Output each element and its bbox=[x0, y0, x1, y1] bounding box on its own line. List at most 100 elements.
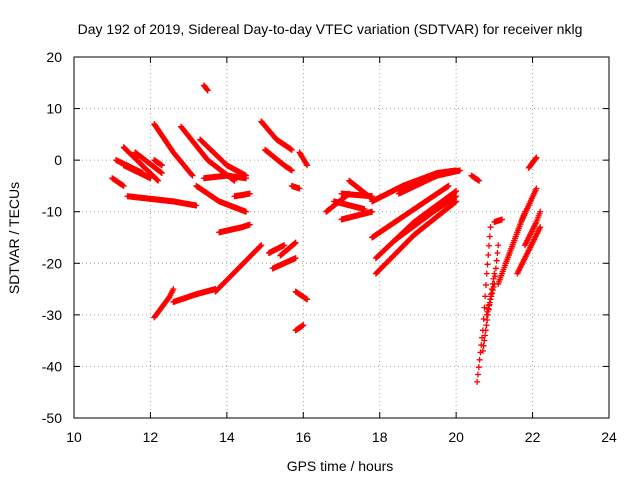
x-tick-label: 16 bbox=[295, 429, 311, 445]
series-arc-48 bbox=[491, 216, 505, 226]
data-point bbox=[258, 242, 265, 249]
data-point bbox=[533, 185, 540, 192]
series-arc-24 bbox=[292, 288, 311, 303]
data-point bbox=[537, 224, 544, 231]
series-arc-37 bbox=[372, 198, 460, 277]
data-point bbox=[492, 273, 499, 280]
data-point bbox=[487, 224, 494, 231]
data-point bbox=[492, 265, 499, 272]
x-axis-title: GPS time / hours bbox=[287, 458, 394, 474]
series-arc-22 bbox=[269, 255, 299, 272]
data-point bbox=[158, 162, 165, 169]
series-arc-47 bbox=[525, 154, 540, 171]
data-point bbox=[489, 287, 496, 294]
data-point bbox=[476, 177, 483, 184]
data-point bbox=[482, 327, 489, 334]
series-arc-03 bbox=[120, 144, 162, 184]
series-arc-13 bbox=[231, 190, 253, 200]
data-point bbox=[304, 162, 311, 169]
data-point bbox=[296, 185, 303, 192]
series-arc-30 bbox=[338, 190, 376, 200]
series-arc-44 bbox=[502, 185, 540, 267]
chart-title: Day 192 of 2019, Sidereal Day-to-day VTE… bbox=[78, 21, 583, 37]
data-point bbox=[486, 302, 493, 309]
series-arc-16 bbox=[151, 286, 177, 321]
data-point bbox=[532, 155, 539, 162]
data-point bbox=[453, 188, 460, 195]
series-arc-23 bbox=[277, 239, 299, 259]
data-point bbox=[300, 322, 307, 329]
data-point bbox=[484, 308, 491, 315]
data-point bbox=[188, 171, 195, 178]
series-arc-45 bbox=[514, 224, 544, 277]
data-point bbox=[533, 154, 540, 161]
x-tick-label: 20 bbox=[448, 429, 464, 445]
series-arc-01 bbox=[109, 175, 127, 189]
data-point bbox=[481, 304, 488, 311]
data-point bbox=[139, 170, 146, 177]
data-point bbox=[292, 239, 299, 246]
x-tick-label: 18 bbox=[372, 429, 388, 445]
series-arc-12 bbox=[193, 182, 249, 215]
data-point bbox=[499, 216, 505, 223]
series-arc-39 bbox=[468, 172, 483, 184]
data-point bbox=[482, 293, 489, 300]
data-point bbox=[246, 190, 253, 197]
series-arc-38 bbox=[392, 193, 460, 244]
data-point bbox=[495, 242, 502, 249]
data-point bbox=[494, 249, 501, 256]
data-point bbox=[288, 146, 295, 153]
data-point bbox=[481, 337, 488, 344]
series-arc-19 bbox=[258, 118, 295, 153]
data-point bbox=[487, 296, 494, 303]
x-tick-labels: 10 12 14 16 18 20 22 24 bbox=[66, 429, 617, 445]
x-tick-label: 12 bbox=[143, 429, 159, 445]
data-series bbox=[109, 82, 544, 385]
data-point bbox=[369, 208, 376, 215]
data-point bbox=[489, 290, 496, 297]
series-arc-35 bbox=[369, 182, 452, 241]
data-point bbox=[483, 270, 490, 277]
y-tick-label: 20 bbox=[46, 49, 62, 65]
series-arc-29 bbox=[330, 198, 368, 213]
data-point bbox=[242, 175, 249, 182]
y-axis-title: SDTVAR / TECUs bbox=[6, 182, 22, 294]
data-point bbox=[482, 332, 489, 339]
data-point bbox=[170, 286, 177, 293]
series-arc-31 bbox=[346, 177, 376, 202]
data-point bbox=[480, 315, 487, 322]
data-point bbox=[155, 177, 162, 184]
data-point bbox=[292, 255, 299, 262]
data-point bbox=[480, 342, 487, 349]
series-arc-32 bbox=[338, 208, 376, 223]
series-arc-10 bbox=[197, 136, 249, 179]
y-tick-label: -20 bbox=[42, 255, 62, 271]
data-point bbox=[486, 233, 493, 240]
data-point bbox=[493, 257, 500, 264]
series-arc-11 bbox=[200, 172, 249, 182]
series-arc-46 bbox=[521, 208, 544, 249]
x-tick-label: 24 bbox=[601, 429, 617, 445]
data-point bbox=[281, 242, 288, 249]
data-point bbox=[479, 347, 486, 354]
data-point bbox=[158, 170, 165, 177]
series-arc-40 bbox=[474, 224, 494, 385]
data-point bbox=[482, 281, 489, 288]
data-point bbox=[456, 167, 463, 174]
data-point bbox=[486, 299, 493, 306]
data-point bbox=[242, 208, 249, 215]
series-arc-18 bbox=[212, 242, 265, 295]
series-arc-20 bbox=[262, 146, 295, 174]
x-tick-label: 10 bbox=[66, 429, 82, 445]
data-point bbox=[288, 167, 295, 174]
x-tick-label: 22 bbox=[525, 429, 541, 445]
x-tick-label: 14 bbox=[219, 429, 235, 445]
data-point bbox=[483, 311, 490, 318]
data-point bbox=[476, 356, 483, 363]
data-point bbox=[204, 87, 211, 94]
series-arc-26 bbox=[296, 149, 311, 169]
series-arc-27 bbox=[288, 182, 303, 192]
y-tick-label: -50 bbox=[42, 410, 62, 426]
data-point bbox=[474, 378, 481, 385]
